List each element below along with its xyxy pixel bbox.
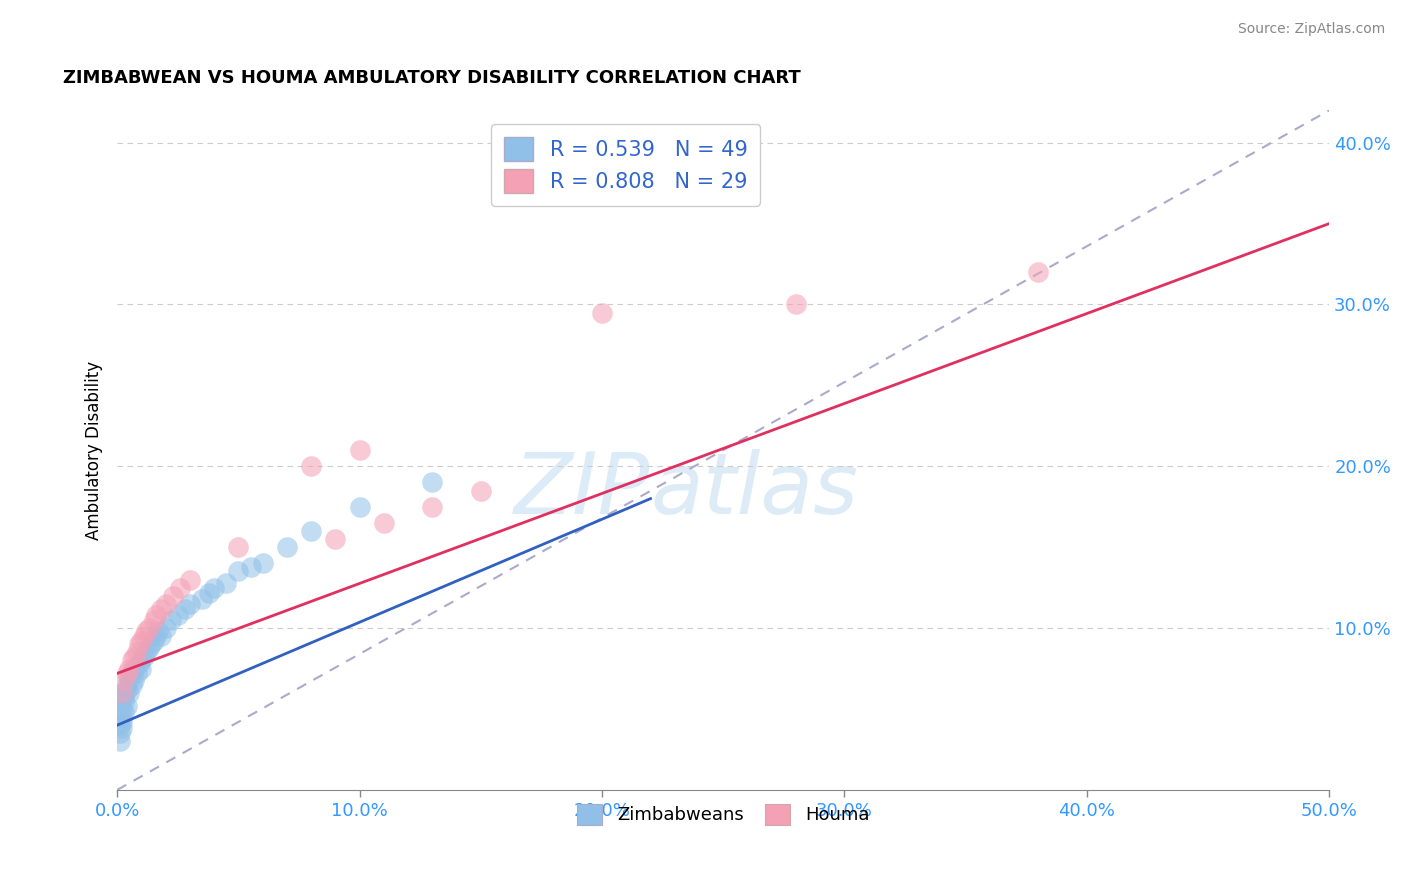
Point [198, 585, 221, 599]
Point [239, 559, 262, 574]
Point [162, 589, 184, 603]
Point [174, 601, 197, 615]
Point [115, 678, 138, 692]
Point [115, 698, 138, 713]
Point [191, 591, 214, 606]
Point [122, 662, 145, 676]
Point [108, 718, 131, 732]
Point [128, 637, 150, 651]
Point [420, 500, 443, 514]
Point [420, 475, 443, 490]
Point [115, 682, 138, 697]
Legend: Zimbabweans, Houma: Zimbabweans, Houma [569, 797, 876, 832]
Point [122, 673, 145, 687]
Point [159, 613, 181, 627]
Point [121, 678, 143, 692]
Text: Source: ZipAtlas.com: Source: ZipAtlas.com [1237, 22, 1385, 37]
Point [179, 573, 201, 587]
Point [132, 650, 155, 665]
Point [149, 601, 172, 615]
Text: ZIMBABWEAN VS HOUMA AMBULATORY DISABILITY CORRELATION CHART: ZIMBABWEAN VS HOUMA AMBULATORY DISABILIT… [63, 69, 800, 87]
Point [114, 705, 136, 719]
Point [145, 629, 167, 643]
Point [149, 629, 172, 643]
Point [114, 694, 136, 708]
Point [132, 629, 155, 643]
Point [121, 653, 143, 667]
Point [179, 597, 201, 611]
Point [299, 459, 322, 474]
Point [155, 621, 177, 635]
Point [155, 597, 177, 611]
Point [591, 305, 613, 319]
Point [115, 666, 138, 681]
Point [118, 670, 141, 684]
Point [215, 575, 238, 590]
Point [122, 650, 145, 665]
Point [252, 557, 274, 571]
Point [135, 624, 157, 639]
Text: ZIP: ZIP [515, 450, 651, 533]
Point [349, 443, 371, 458]
Point [169, 581, 191, 595]
Point [373, 516, 395, 530]
Point [228, 540, 250, 554]
Text: atlas: atlas [651, 450, 859, 533]
Point [111, 710, 134, 724]
Point [118, 673, 141, 687]
Point [114, 689, 136, 703]
Point [138, 640, 160, 655]
Point [125, 645, 148, 659]
Point [1028, 265, 1050, 279]
Point [111, 702, 134, 716]
Point [276, 540, 298, 554]
Point [785, 297, 807, 311]
Point [299, 524, 322, 538]
Point [142, 613, 165, 627]
Point [118, 686, 141, 700]
Point [111, 722, 134, 736]
Point [470, 483, 492, 498]
Point [139, 637, 162, 651]
Point [349, 500, 371, 514]
Point [166, 608, 188, 623]
Point [114, 686, 136, 700]
Point [114, 673, 136, 687]
Point [131, 662, 153, 676]
Point [145, 608, 167, 623]
Point [125, 666, 148, 681]
Point [135, 645, 157, 659]
Point [108, 726, 131, 740]
Point [138, 621, 160, 635]
Point [111, 714, 134, 729]
Point [202, 581, 225, 595]
Point [131, 653, 153, 667]
Point [228, 565, 250, 579]
Point [128, 657, 150, 671]
Point [131, 634, 153, 648]
Point [142, 634, 165, 648]
Point [118, 662, 141, 676]
Point [325, 532, 347, 546]
Y-axis label: Ambulatory Disability: Ambulatory Disability [86, 360, 103, 540]
Point [121, 666, 143, 681]
Point [111, 686, 134, 700]
Point [148, 624, 170, 639]
Point [108, 734, 131, 748]
